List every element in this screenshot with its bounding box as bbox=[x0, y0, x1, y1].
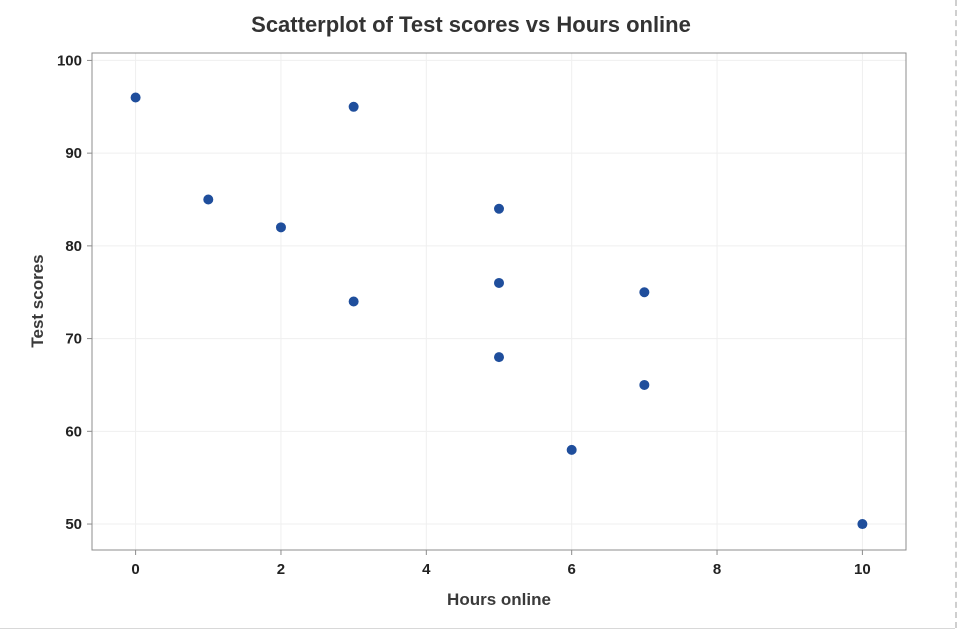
y-tick-label: 80 bbox=[65, 238, 82, 255]
y-tick-label: 100 bbox=[57, 52, 82, 69]
data-point bbox=[348, 101, 359, 112]
x-tick-label: 10 bbox=[854, 561, 871, 578]
x-tick-label: 6 bbox=[568, 561, 576, 578]
y-tick-label: 70 bbox=[65, 331, 82, 348]
panel-bottom-border bbox=[0, 628, 955, 629]
y-axis: 50 60 70 80 90 100 bbox=[57, 52, 92, 533]
data-point bbox=[857, 519, 868, 530]
x-tick-label: 4 bbox=[422, 561, 431, 578]
data-point bbox=[639, 379, 650, 390]
x-axis-label: Hours online bbox=[447, 590, 551, 609]
data-point bbox=[639, 287, 650, 298]
x-tick-label: 0 bbox=[131, 561, 139, 578]
data-point bbox=[275, 222, 286, 233]
data-point bbox=[494, 203, 504, 214]
data-point bbox=[130, 92, 141, 103]
y-tick-label: 90 bbox=[65, 145, 82, 162]
x-tick-label: 2 bbox=[277, 561, 285, 578]
panel-edge-divider bbox=[955, 0, 957, 628]
x-tick-label: 8 bbox=[713, 561, 721, 578]
grid-lines bbox=[92, 53, 906, 550]
plot-area bbox=[91, 52, 907, 551]
data-point bbox=[494, 352, 504, 363]
chart-title: Scatterplot of Test scores vs Hours onli… bbox=[251, 12, 691, 37]
x-axis: 0 2 4 6 8 10 bbox=[131, 550, 871, 578]
data-point bbox=[566, 444, 577, 455]
y-tick-label: 50 bbox=[65, 516, 82, 533]
y-axis-label: Test scores bbox=[28, 254, 47, 347]
y-tick-label: 60 bbox=[65, 423, 82, 440]
data-point bbox=[203, 194, 214, 205]
data-points bbox=[130, 92, 868, 530]
data-point bbox=[494, 277, 504, 288]
data-point bbox=[348, 296, 359, 307]
